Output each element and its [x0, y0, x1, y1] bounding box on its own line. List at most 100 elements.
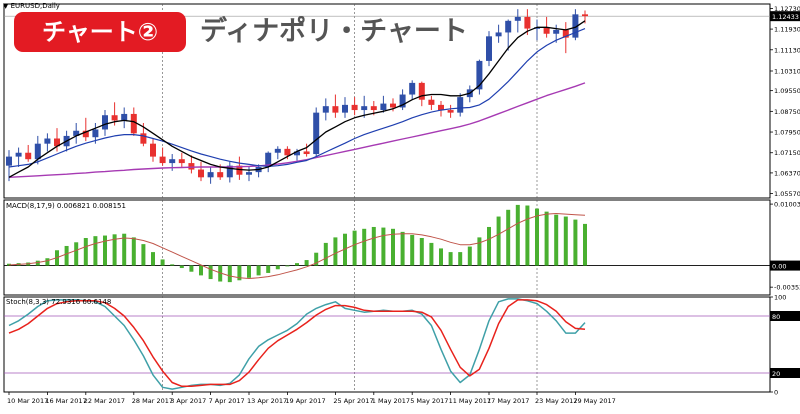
chart-banner: チャート② — [14, 12, 186, 52]
macd-bar — [247, 265, 251, 278]
candle-bull — [265, 152, 272, 167]
candle-bear — [562, 29, 569, 38]
stoch-panel-frame — [3, 296, 771, 393]
candle-bear — [524, 16, 531, 29]
macd-bar — [45, 258, 50, 266]
price-tick-label-8: 1.06370 — [774, 169, 800, 177]
stoch-tick-label-2: 20 — [772, 370, 780, 378]
candle-bull — [322, 106, 329, 113]
candle-bull — [457, 97, 464, 113]
macd-bar — [199, 265, 203, 276]
candle-bear — [447, 110, 454, 113]
date-tick-label-5: 7 Apr 2017 — [209, 397, 245, 405]
candle-bear — [332, 106, 339, 113]
candle-bull — [226, 165, 233, 178]
candle-bull — [44, 138, 51, 144]
stoch-tick-label-2-box — [770, 368, 800, 378]
macd-bar — [371, 226, 376, 266]
macd-bar — [304, 260, 309, 266]
macd-bar — [515, 204, 520, 266]
macd-bar — [583, 223, 587, 266]
price-tick-label-6: 1.07950 — [774, 129, 800, 137]
symbol-label: ▼ EURUSD,Daily — [3, 2, 60, 10]
macd-bar — [275, 265, 280, 270]
candle-bull — [399, 94, 406, 108]
macd-bar — [83, 238, 88, 266]
date-tick-label-12: 17 May 2017 — [487, 397, 529, 405]
macd-bar — [439, 248, 443, 266]
candle-bear — [188, 163, 195, 170]
macd-signal-line — [8, 213, 586, 279]
date-tick-label-14: 29 May 2017 — [573, 397, 615, 405]
candle-bull — [207, 172, 214, 178]
macd-bar — [208, 265, 213, 280]
macd-bar — [458, 252, 463, 266]
macd-bar — [314, 252, 319, 266]
candle-bear — [178, 159, 185, 164]
candle-bull — [15, 152, 22, 157]
current-price-label-box — [770, 11, 800, 22]
macd-bar — [400, 231, 405, 266]
macd-bar — [419, 238, 424, 266]
stoch-tick-label-3: 0 — [774, 389, 778, 397]
candle-bear — [159, 156, 166, 164]
macd-title: MACD(8,17,9) 0.006821 0.008151 — [6, 202, 126, 210]
candle-bull — [486, 36, 492, 61]
candle-bull — [121, 113, 128, 121]
candle-bull — [553, 29, 560, 34]
candle-bull — [380, 103, 387, 111]
candle-bull — [495, 32, 502, 37]
macd-tick-label-1-box — [770, 260, 800, 271]
macd-bar — [525, 205, 530, 266]
stoch-main-line — [8, 298, 586, 390]
price-tick-label-3: 1.10310 — [774, 67, 800, 75]
stoch-tick-label-0: 100 — [774, 294, 786, 302]
stoch-tick-label-1-box — [770, 311, 800, 321]
date-tick-label-3: 28 Mar 2017 — [132, 397, 173, 405]
candle-bear — [130, 113, 137, 134]
macd-bar — [391, 228, 395, 266]
candle-bull — [6, 156, 12, 166]
macd-bar — [141, 244, 146, 266]
date-tick-label-6: 13 Apr 2017 — [247, 397, 287, 405]
macd-bar — [535, 208, 539, 266]
main-panel-frame — [3, 3, 771, 199]
macd-bar — [227, 265, 232, 283]
candle-bull — [514, 16, 521, 21]
macd-bar — [93, 236, 98, 266]
candle-bull — [274, 148, 281, 153]
candle-bear — [351, 104, 358, 111]
macd-bar — [256, 265, 261, 276]
macd-bar — [496, 216, 501, 266]
date-tick-label-4: 3 Apr 2017 — [170, 397, 206, 405]
candle-bull — [476, 60, 483, 90]
date-tick-label-7: 19 Apr 2017 — [285, 397, 325, 405]
candle-bear — [428, 99, 435, 105]
chart-subtitle: ディナポリ・チャート — [200, 16, 468, 47]
macd-bar — [333, 237, 338, 266]
price-tick-label-7: 1.07150 — [774, 149, 800, 157]
macd-bar — [477, 237, 482, 266]
macd-bar — [343, 233, 347, 266]
date-tick-label-1: 16 Mar 2017 — [45, 397, 86, 405]
candle-bull — [34, 143, 41, 160]
candle-bull — [92, 129, 99, 138]
price-tick-label-2: 1.11130 — [774, 46, 800, 54]
candle-bear — [284, 148, 291, 156]
macd-bar — [112, 234, 117, 266]
macd-panel-frame — [3, 199, 771, 296]
macd-bar — [189, 265, 194, 272]
macd-bar — [74, 242, 79, 266]
date-tick-label-0: 10 Mar 2017 — [7, 397, 48, 405]
current-price-label: 1.12433 — [772, 13, 799, 21]
macd-bar — [266, 265, 271, 273]
macd-bar — [122, 233, 127, 266]
candle-bear — [140, 133, 147, 144]
macd-bar — [573, 219, 578, 266]
price-tick-label-5: 1.08750 — [774, 108, 800, 116]
ma-mid-line — [8, 28, 586, 168]
candle-bear — [217, 172, 224, 178]
candle-bull — [73, 130, 80, 136]
candle-bear — [438, 104, 444, 111]
